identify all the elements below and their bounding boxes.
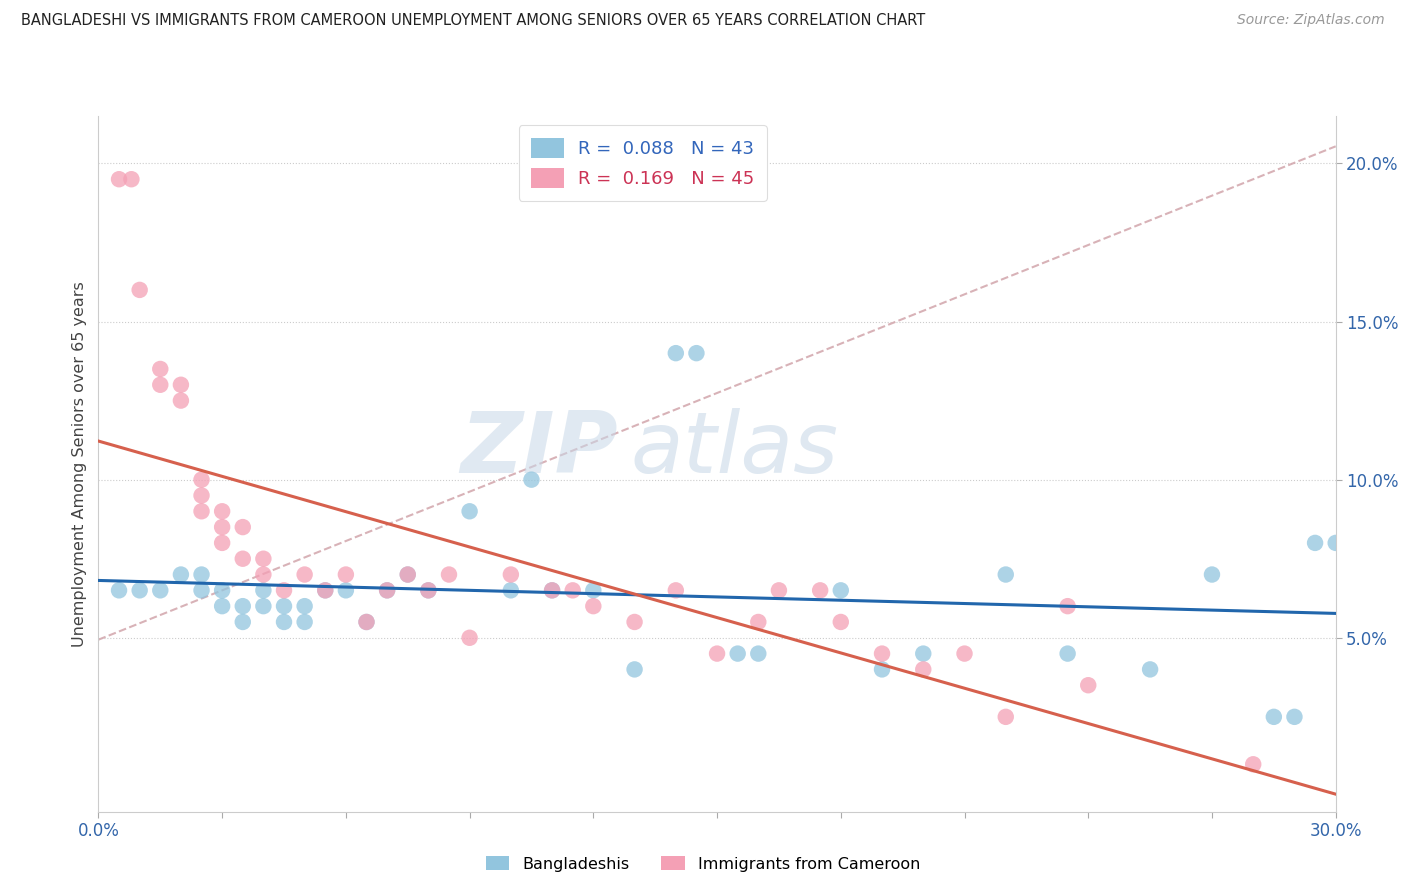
Point — [252, 599, 274, 614]
Y-axis label: Unemployment Among Seniors over 65 years: Unemployment Among Seniors over 65 years — [72, 281, 87, 647]
Point — [1056, 599, 1078, 614]
Point — [149, 362, 172, 376]
Point — [273, 615, 295, 629]
Point — [128, 283, 150, 297]
Point — [252, 583, 274, 598]
Point — [768, 583, 790, 598]
Point — [190, 473, 212, 487]
Point — [294, 599, 316, 614]
Point — [335, 567, 357, 582]
Point — [541, 583, 564, 598]
Point — [623, 662, 645, 676]
Point — [665, 583, 688, 598]
Point — [747, 647, 769, 661]
Point — [1241, 757, 1264, 772]
Point — [1077, 678, 1099, 692]
Point — [252, 551, 274, 566]
Point — [170, 393, 193, 408]
Point — [1201, 567, 1223, 582]
Point — [232, 551, 254, 566]
Point — [170, 567, 193, 582]
Point — [190, 488, 212, 502]
Point — [1056, 647, 1078, 661]
Point — [727, 647, 749, 661]
Point — [375, 583, 398, 598]
Point — [211, 583, 233, 598]
Point — [211, 520, 233, 534]
Point — [149, 583, 172, 598]
Point — [623, 615, 645, 629]
Point — [273, 583, 295, 598]
Point — [1324, 536, 1347, 550]
Point — [356, 615, 378, 629]
Text: atlas: atlas — [630, 409, 838, 491]
Point — [685, 346, 707, 360]
Point — [211, 599, 233, 614]
Point — [1303, 536, 1326, 550]
Point — [170, 377, 193, 392]
Point — [211, 504, 233, 518]
Point — [870, 647, 893, 661]
Point — [128, 583, 150, 598]
Point — [190, 583, 212, 598]
Point — [375, 583, 398, 598]
Point — [561, 583, 583, 598]
Point — [458, 631, 481, 645]
Point — [870, 662, 893, 676]
Point — [396, 567, 419, 582]
Point — [582, 599, 605, 614]
Point — [912, 647, 935, 661]
Point — [149, 377, 172, 392]
Point — [747, 615, 769, 629]
Point — [273, 599, 295, 614]
Point — [108, 172, 131, 186]
Point — [994, 710, 1017, 724]
Point — [582, 583, 605, 598]
Point — [314, 583, 336, 598]
Point — [418, 583, 440, 598]
Point — [418, 583, 440, 598]
Point — [665, 346, 688, 360]
Point — [1263, 710, 1285, 724]
Point — [499, 583, 522, 598]
Point — [294, 615, 316, 629]
Point — [356, 615, 378, 629]
Legend: Bangladeshis, Immigrants from Cameroon: Bangladeshis, Immigrants from Cameroon — [478, 848, 928, 880]
Text: BANGLADESHI VS IMMIGRANTS FROM CAMEROON UNEMPLOYMENT AMONG SENIORS OVER 65 YEARS: BANGLADESHI VS IMMIGRANTS FROM CAMEROON … — [21, 13, 925, 29]
Point — [1284, 710, 1306, 724]
Legend: R =  0.088   N = 43, R =  0.169   N = 45: R = 0.088 N = 43, R = 0.169 N = 45 — [519, 125, 768, 201]
Point — [541, 583, 564, 598]
Point — [335, 583, 357, 598]
Point — [252, 567, 274, 582]
Point — [190, 567, 212, 582]
Point — [520, 473, 543, 487]
Point — [706, 647, 728, 661]
Point — [830, 583, 852, 598]
Point — [314, 583, 336, 598]
Point — [120, 172, 142, 186]
Point — [499, 567, 522, 582]
Point — [830, 615, 852, 629]
Point — [396, 567, 419, 582]
Point — [190, 504, 212, 518]
Point — [232, 615, 254, 629]
Point — [108, 583, 131, 598]
Point — [808, 583, 831, 598]
Point — [294, 567, 316, 582]
Text: ZIP: ZIP — [460, 409, 619, 491]
Point — [232, 599, 254, 614]
Point — [1139, 662, 1161, 676]
Point — [232, 520, 254, 534]
Point — [994, 567, 1017, 582]
Point — [912, 662, 935, 676]
Point — [953, 647, 976, 661]
Point — [437, 567, 460, 582]
Point — [211, 536, 233, 550]
Point — [458, 504, 481, 518]
Text: Source: ZipAtlas.com: Source: ZipAtlas.com — [1237, 13, 1385, 28]
